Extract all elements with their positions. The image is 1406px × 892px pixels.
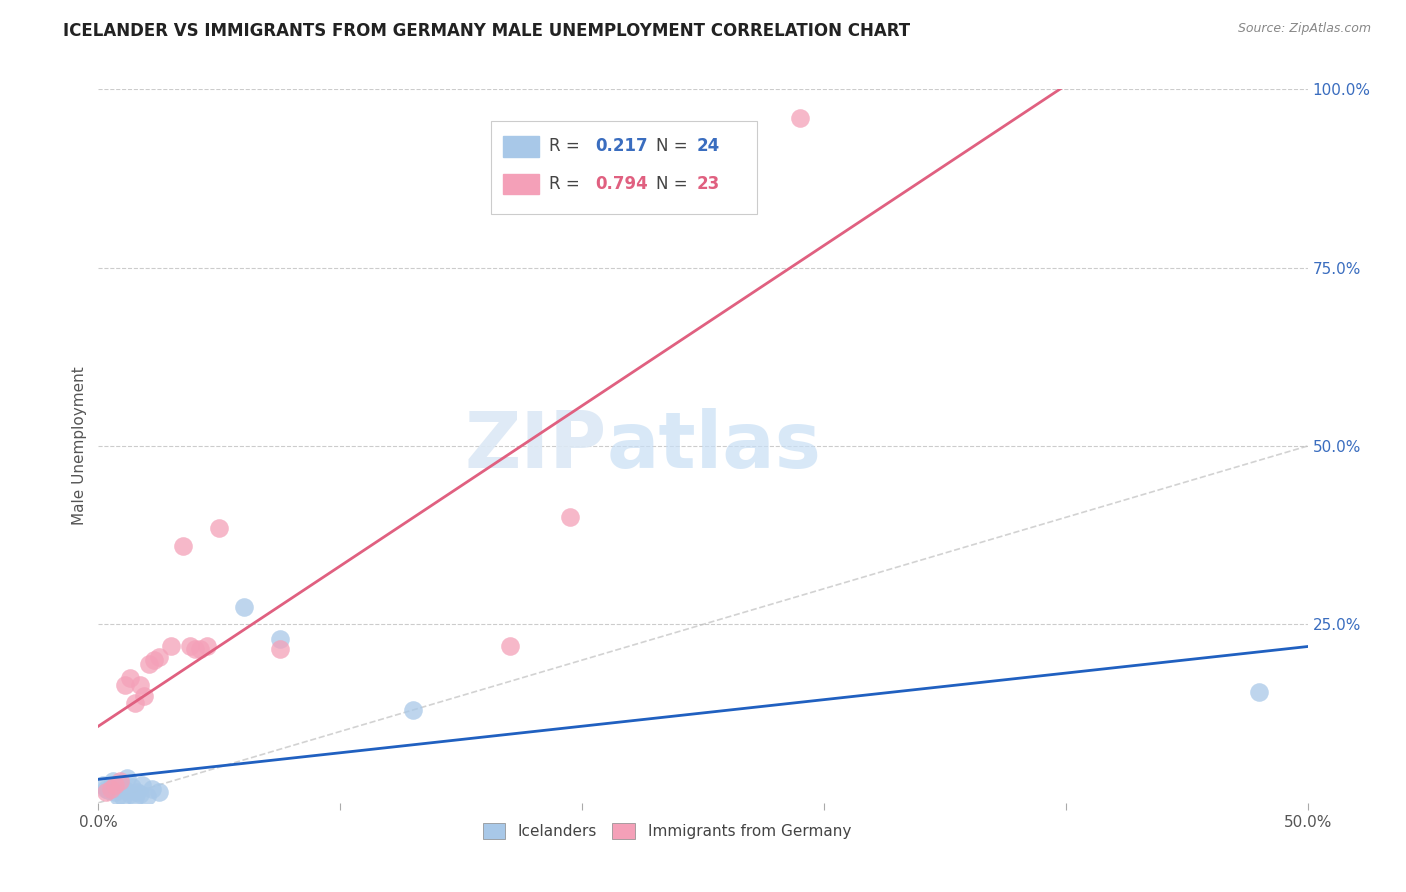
- Point: [100, 781, 122, 796]
- Point: [269, 642, 291, 657]
- Point: [118, 787, 141, 801]
- Point: [208, 521, 231, 535]
- FancyBboxPatch shape: [492, 121, 758, 214]
- Point: [108, 774, 131, 789]
- Point: [94, 785, 117, 799]
- Point: [114, 783, 136, 797]
- Text: N =: N =: [655, 175, 693, 193]
- Text: 0.794: 0.794: [595, 175, 648, 193]
- Point: [232, 599, 254, 614]
- Point: [107, 789, 129, 803]
- Point: [91, 778, 114, 792]
- Point: [148, 785, 170, 799]
- Point: [124, 696, 146, 710]
- Point: [184, 642, 207, 657]
- Point: [127, 785, 149, 799]
- Point: [100, 780, 122, 794]
- Text: 24: 24: [697, 137, 720, 155]
- Legend: Icelanders, Immigrants from Germany: Icelanders, Immigrants from Germany: [477, 817, 858, 845]
- Point: [172, 539, 194, 553]
- Point: [128, 678, 150, 692]
- Text: R =: R =: [550, 137, 585, 155]
- Point: [128, 787, 150, 801]
- Text: R =: R =: [550, 175, 585, 193]
- Point: [498, 639, 520, 653]
- Y-axis label: Male Unemployment: Male Unemployment: [72, 367, 87, 525]
- Point: [124, 790, 146, 805]
- Point: [94, 781, 117, 796]
- Text: N =: N =: [655, 137, 693, 155]
- Point: [789, 111, 811, 125]
- FancyBboxPatch shape: [503, 136, 538, 157]
- FancyBboxPatch shape: [503, 174, 538, 194]
- Text: Source: ZipAtlas.com: Source: ZipAtlas.com: [1237, 22, 1371, 36]
- Text: atlas: atlas: [606, 408, 821, 484]
- Point: [179, 639, 201, 653]
- Point: [160, 639, 183, 653]
- Point: [101, 774, 124, 789]
- Point: [195, 639, 218, 653]
- Point: [269, 632, 291, 646]
- Point: [135, 789, 157, 803]
- Point: [108, 778, 131, 792]
- Point: [111, 790, 134, 805]
- Point: [97, 783, 120, 797]
- Point: [121, 780, 143, 794]
- Point: [114, 678, 136, 692]
- Text: 23: 23: [697, 175, 720, 193]
- Point: [402, 703, 425, 717]
- Text: ZIP: ZIP: [464, 408, 606, 484]
- Point: [134, 689, 156, 703]
- Point: [558, 510, 581, 524]
- Point: [138, 657, 160, 671]
- Point: [141, 781, 163, 796]
- Point: [188, 642, 211, 657]
- Point: [104, 778, 127, 792]
- Point: [117, 771, 139, 785]
- Point: [104, 785, 127, 799]
- Point: [131, 778, 153, 792]
- Point: [118, 671, 141, 685]
- Point: [148, 649, 170, 664]
- Text: 0.217: 0.217: [595, 137, 648, 155]
- Point: [143, 653, 166, 667]
- Text: ICELANDER VS IMMIGRANTS FROM GERMANY MALE UNEMPLOYMENT CORRELATION CHART: ICELANDER VS IMMIGRANTS FROM GERMANY MAL…: [63, 22, 911, 40]
- Point: [1249, 685, 1271, 699]
